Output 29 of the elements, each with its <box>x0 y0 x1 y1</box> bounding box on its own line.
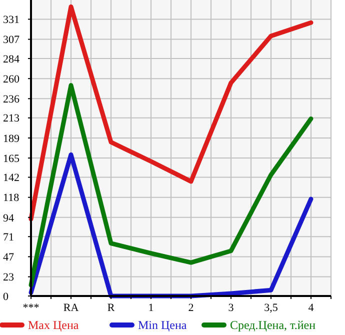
legend-label: Сред.Цена, т.йен <box>230 318 316 332</box>
legend-label: Max Цена <box>28 318 80 332</box>
x-tick-label: RA <box>63 302 79 314</box>
y-tick-label: 165 <box>3 152 20 165</box>
y-tick-label: 23 <box>3 272 14 284</box>
y-tick-label: 213 <box>3 112 20 125</box>
y-tick-label: 142 <box>3 172 20 184</box>
y-tick-label: 118 <box>3 192 20 204</box>
x-tick-label: 1 <box>148 302 154 314</box>
x-tick-label: 3,5 <box>264 302 278 314</box>
line-series <box>28 4 314 222</box>
legend-label: Min Цена <box>138 318 188 332</box>
x-tick-label: R <box>107 302 116 314</box>
x-tick-label: 3 <box>228 302 234 314</box>
x-tick-label: *** <box>22 302 40 314</box>
y-tick-label: 284 <box>3 53 20 66</box>
y-tick-label: 189 <box>3 132 20 145</box>
y-tick-label: 94 <box>3 212 14 224</box>
y-tick-label: 71 <box>3 231 14 244</box>
y-tick-label: 0 <box>3 290 9 303</box>
y-tick-label: 47 <box>3 252 14 264</box>
y-tick-label: 331 <box>3 14 20 26</box>
y-tick-label: 236 <box>3 94 20 106</box>
x-tick-label: 2 <box>188 302 194 314</box>
line-series <box>28 83 314 288</box>
y-tick-label: 307 <box>3 34 20 46</box>
line-series <box>28 152 314 298</box>
x-tick-label: 4 <box>308 302 314 314</box>
y-tick-label: 260 <box>3 73 20 86</box>
